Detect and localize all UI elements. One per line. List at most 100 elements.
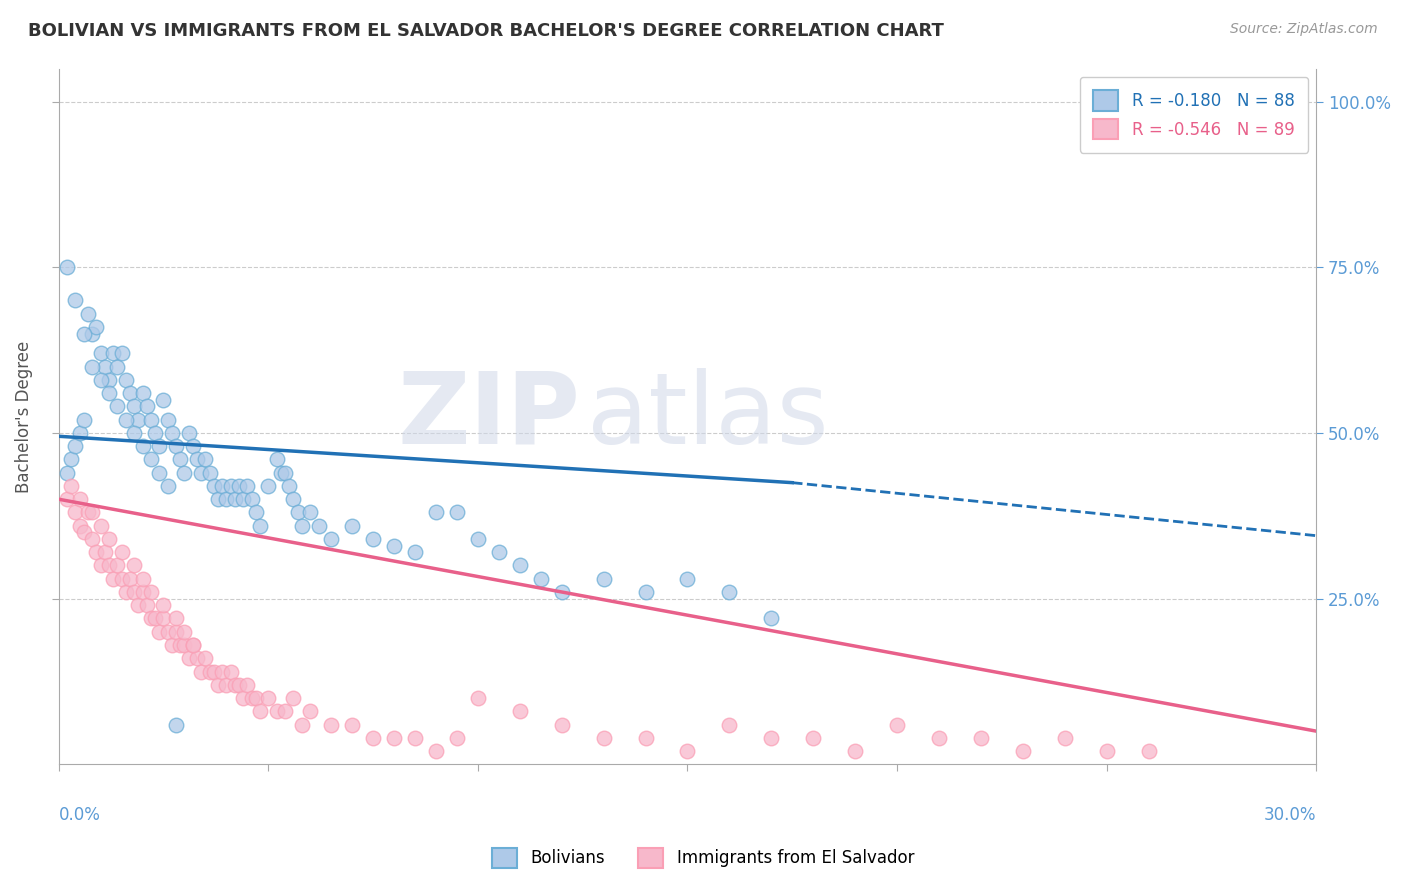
Point [73, 413, 96, 427]
Point [118, 386, 141, 401]
Point [240, 691, 263, 706]
Point [143, 425, 166, 440]
Point [173, 466, 195, 480]
Point [135, 400, 157, 414]
Point [340, 518, 363, 533]
Point [143, 611, 166, 625]
Point [509, 704, 531, 718]
Point [202, 479, 225, 493]
Y-axis label: Bachelor's Degree: Bachelor's Degree [15, 340, 32, 492]
Point [550, 585, 572, 599]
Point [105, 558, 128, 573]
Text: Source: ZipAtlas.com: Source: ZipAtlas.com [1230, 22, 1378, 37]
Point [308, 518, 330, 533]
Text: BOLIVIAN VS IMMIGRANTS FROM EL SALVADOR BACHELOR'S DEGREE CORRELATION CHART: BOLIVIAN VS IMMIGRANTS FROM EL SALVADOR … [28, 22, 943, 40]
Point [1011, 744, 1033, 758]
Point [103, 346, 125, 360]
Point [90, 373, 112, 387]
Point [361, 532, 384, 546]
Point [56, 260, 79, 275]
Point [122, 425, 145, 440]
Point [90, 558, 112, 573]
Point [94, 359, 117, 374]
Point [219, 665, 242, 679]
Point [340, 717, 363, 731]
Point [211, 479, 233, 493]
Point [160, 425, 183, 440]
Point [236, 678, 259, 692]
Point [509, 558, 531, 573]
Point [69, 425, 91, 440]
Point [169, 638, 191, 652]
Point [181, 439, 204, 453]
Point [86, 545, 108, 559]
Text: atlas: atlas [586, 368, 828, 465]
Point [110, 346, 132, 360]
Point [321, 717, 343, 731]
Point [69, 492, 91, 507]
Point [90, 346, 112, 360]
Point [77, 506, 100, 520]
Point [970, 731, 993, 745]
Point [122, 558, 145, 573]
Point [82, 506, 104, 520]
Point [291, 717, 314, 731]
Point [404, 545, 426, 559]
Point [148, 439, 170, 453]
Point [550, 717, 572, 731]
Point [98, 373, 121, 387]
Point [592, 731, 614, 745]
Point [60, 479, 83, 493]
Point [283, 691, 305, 706]
Point [236, 479, 259, 493]
Point [173, 638, 195, 652]
Point [139, 611, 162, 625]
Point [131, 386, 153, 401]
Point [207, 678, 229, 692]
Point [198, 466, 221, 480]
Point [274, 466, 297, 480]
Point [232, 492, 254, 507]
Point [98, 532, 121, 546]
Point [245, 691, 267, 706]
Point [228, 678, 250, 692]
Point [207, 492, 229, 507]
Point [181, 638, 204, 652]
Point [165, 717, 187, 731]
Point [139, 452, 162, 467]
Point [676, 744, 699, 758]
Point [82, 359, 104, 374]
Point [886, 717, 908, 731]
Point [488, 545, 510, 559]
Point [592, 572, 614, 586]
Point [152, 392, 174, 407]
Point [65, 506, 87, 520]
Point [165, 624, 187, 639]
Point [224, 678, 246, 692]
Point [139, 413, 162, 427]
Point [245, 506, 267, 520]
Point [56, 466, 79, 480]
Point [928, 731, 950, 745]
Point [186, 452, 208, 467]
Point [299, 704, 322, 718]
Point [801, 731, 824, 745]
Point [382, 539, 405, 553]
Point [118, 572, 141, 586]
Point [152, 611, 174, 625]
Text: ZIP: ZIP [398, 368, 581, 465]
Point [73, 525, 96, 540]
Point [156, 624, 179, 639]
Point [718, 717, 741, 731]
Point [634, 731, 657, 745]
Point [287, 506, 309, 520]
Point [446, 731, 468, 745]
Point [361, 731, 384, 745]
Point [219, 479, 242, 493]
Point [211, 665, 233, 679]
Point [131, 585, 153, 599]
Point [169, 452, 191, 467]
Point [274, 704, 297, 718]
Point [105, 400, 128, 414]
Point [266, 704, 288, 718]
